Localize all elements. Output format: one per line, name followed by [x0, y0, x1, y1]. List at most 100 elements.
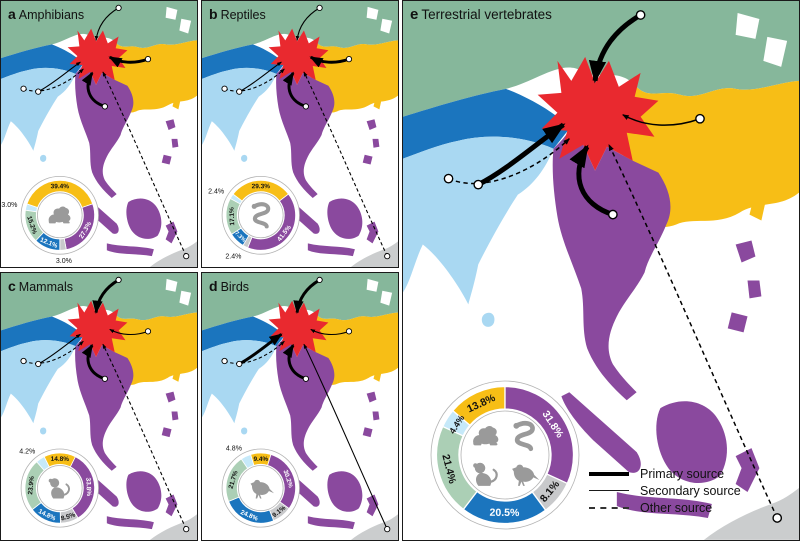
frog-icon: [473, 425, 499, 446]
donut-label-lightblue: 4.2%: [19, 448, 36, 456]
purple-source-dot: [302, 375, 309, 382]
lightblue-source-dot: [221, 85, 228, 92]
legend-label: Secondary source: [640, 483, 741, 498]
blue-source-dot: [35, 88, 42, 95]
region-borneo: [126, 198, 162, 239]
panel-name: Reptiles: [220, 8, 266, 22]
region-philippines: [366, 119, 377, 131]
green-source-arrow: [92, 278, 120, 315]
green-source-dot: [115, 4, 122, 11]
donut-slice-green: [225, 458, 249, 502]
land-cutout: [179, 290, 192, 306]
monkey-icon: [48, 478, 70, 499]
blue-source-arrow: [238, 333, 283, 366]
lightblue-source-dot: [443, 173, 454, 184]
region-india: [202, 67, 277, 151]
map-terrestrial-vertebrates: 4.4%13.8%31.8%8.1%20.5%21.4%: [403, 1, 799, 540]
region-java: [307, 516, 355, 530]
donut-inner-ring: [37, 465, 83, 512]
panel-name: Terrestrial vertebrates: [421, 7, 552, 22]
panel-name: Mammals: [18, 280, 73, 294]
donut-label-gray: 2.4%: [225, 253, 242, 260]
panel-title-b: b Reptiles: [209, 6, 266, 24]
blue-source-arrow: [238, 61, 282, 93]
purple-source-dot: [101, 375, 108, 382]
region-himalaya: [202, 316, 285, 352]
donut-label-yellow: 9.4%: [253, 456, 268, 463]
region-java: [106, 516, 154, 530]
green-source-dot: [316, 276, 323, 284]
region-indochina: [75, 336, 134, 471]
donut-label-yellow: 39.4%: [51, 183, 70, 190]
donut-label-lightblue: 4.8%: [226, 444, 243, 452]
panel-reptiles: 2.4% 29.3% 41.5% 2.4% 7.3% 17.1% b Reptiles: [201, 0, 399, 268]
map-birds: 4.8%9.4%30.2%9.1%24.8%21.7%: [202, 273, 398, 540]
frog-icon: [48, 206, 71, 224]
panel-name: Birds: [220, 280, 250, 294]
region-philippines: [171, 138, 179, 148]
land-gray-corner: [350, 241, 398, 267]
yellow-source-arrow: [622, 114, 701, 126]
panel-terrestrial-vertebrates: 4.4% 13.8% 31.8% 8.1% 20.5% 21.4% e Terrestria…: [402, 0, 800, 541]
purple-source-dot: [608, 209, 618, 220]
blue-source-arrow: [37, 61, 81, 93]
lightblue-source-arrow: [224, 340, 285, 364]
region-taiwan: [749, 198, 766, 221]
lightblue-source-arrow: [23, 68, 84, 92]
region-taiwan: [172, 98, 181, 110]
region-india-island: [241, 154, 248, 162]
yellow-source-dot: [144, 56, 152, 63]
panel-letter: c: [8, 278, 16, 294]
panel-birds: 4.8% 9.4% 30.2% 9.1% 24.8% 21.7% d Birds: [201, 272, 399, 541]
panel-title-a: a Amphibians: [8, 6, 84, 24]
blue-source-dot: [473, 179, 484, 190]
lightblue-source-arrow: [448, 138, 570, 185]
legend-row-other: Other source: [589, 499, 741, 516]
green-source-dot: [316, 4, 323, 11]
region-borneo: [327, 198, 363, 239]
purple-source-arrow: [282, 71, 307, 108]
bird-icon: [250, 479, 275, 499]
snake-icon: [251, 202, 271, 229]
region-philippines: [727, 312, 748, 333]
donut-label-green: 17.1%: [229, 207, 237, 226]
panel-name: Amphibians: [18, 8, 85, 22]
green-source-dot: [115, 276, 122, 284]
region-borneo: [126, 471, 162, 512]
region-philippines: [366, 391, 377, 403]
yellow-source-arrow: [310, 328, 350, 335]
region-philippines: [165, 119, 176, 131]
donut-label-lightblue: 2.4%: [208, 188, 225, 195]
region-india: [403, 136, 554, 305]
region-india: [1, 67, 76, 151]
lightblue-source-dot: [221, 357, 228, 365]
donut-label-blue: 20.5%: [489, 507, 520, 519]
donut-label-gray: 3.0%: [56, 258, 73, 265]
region-borneo: [327, 471, 363, 512]
purple-source-dot: [101, 103, 108, 110]
region-sulawesi: [366, 494, 379, 517]
panel-letter: d: [209, 278, 218, 294]
purple-source-arrow: [282, 343, 307, 381]
donut-slice-green: [435, 425, 478, 511]
far-source-dot: [772, 513, 783, 523]
region-indochina: [276, 64, 335, 199]
yellow-source-dot: [695, 113, 705, 124]
land-gray-corner: [149, 241, 197, 267]
far-source-arrow: [303, 71, 388, 257]
region-java: [307, 243, 355, 257]
far-source-arrow: [608, 144, 778, 519]
region-philippines: [735, 240, 756, 263]
far-source-dot: [183, 526, 190, 533]
panel-letter: b: [209, 6, 218, 22]
donut-slice-green: [225, 198, 242, 235]
region-borneo: [656, 401, 727, 484]
region-taiwan: [172, 370, 181, 382]
region-philippines: [161, 154, 172, 165]
primary-line-sample: [589, 471, 629, 476]
donut-slice-green: [24, 461, 45, 511]
legend-label: Other source: [640, 500, 713, 515]
green-source-dot: [635, 10, 646, 20]
region-sumatra: [561, 392, 641, 473]
